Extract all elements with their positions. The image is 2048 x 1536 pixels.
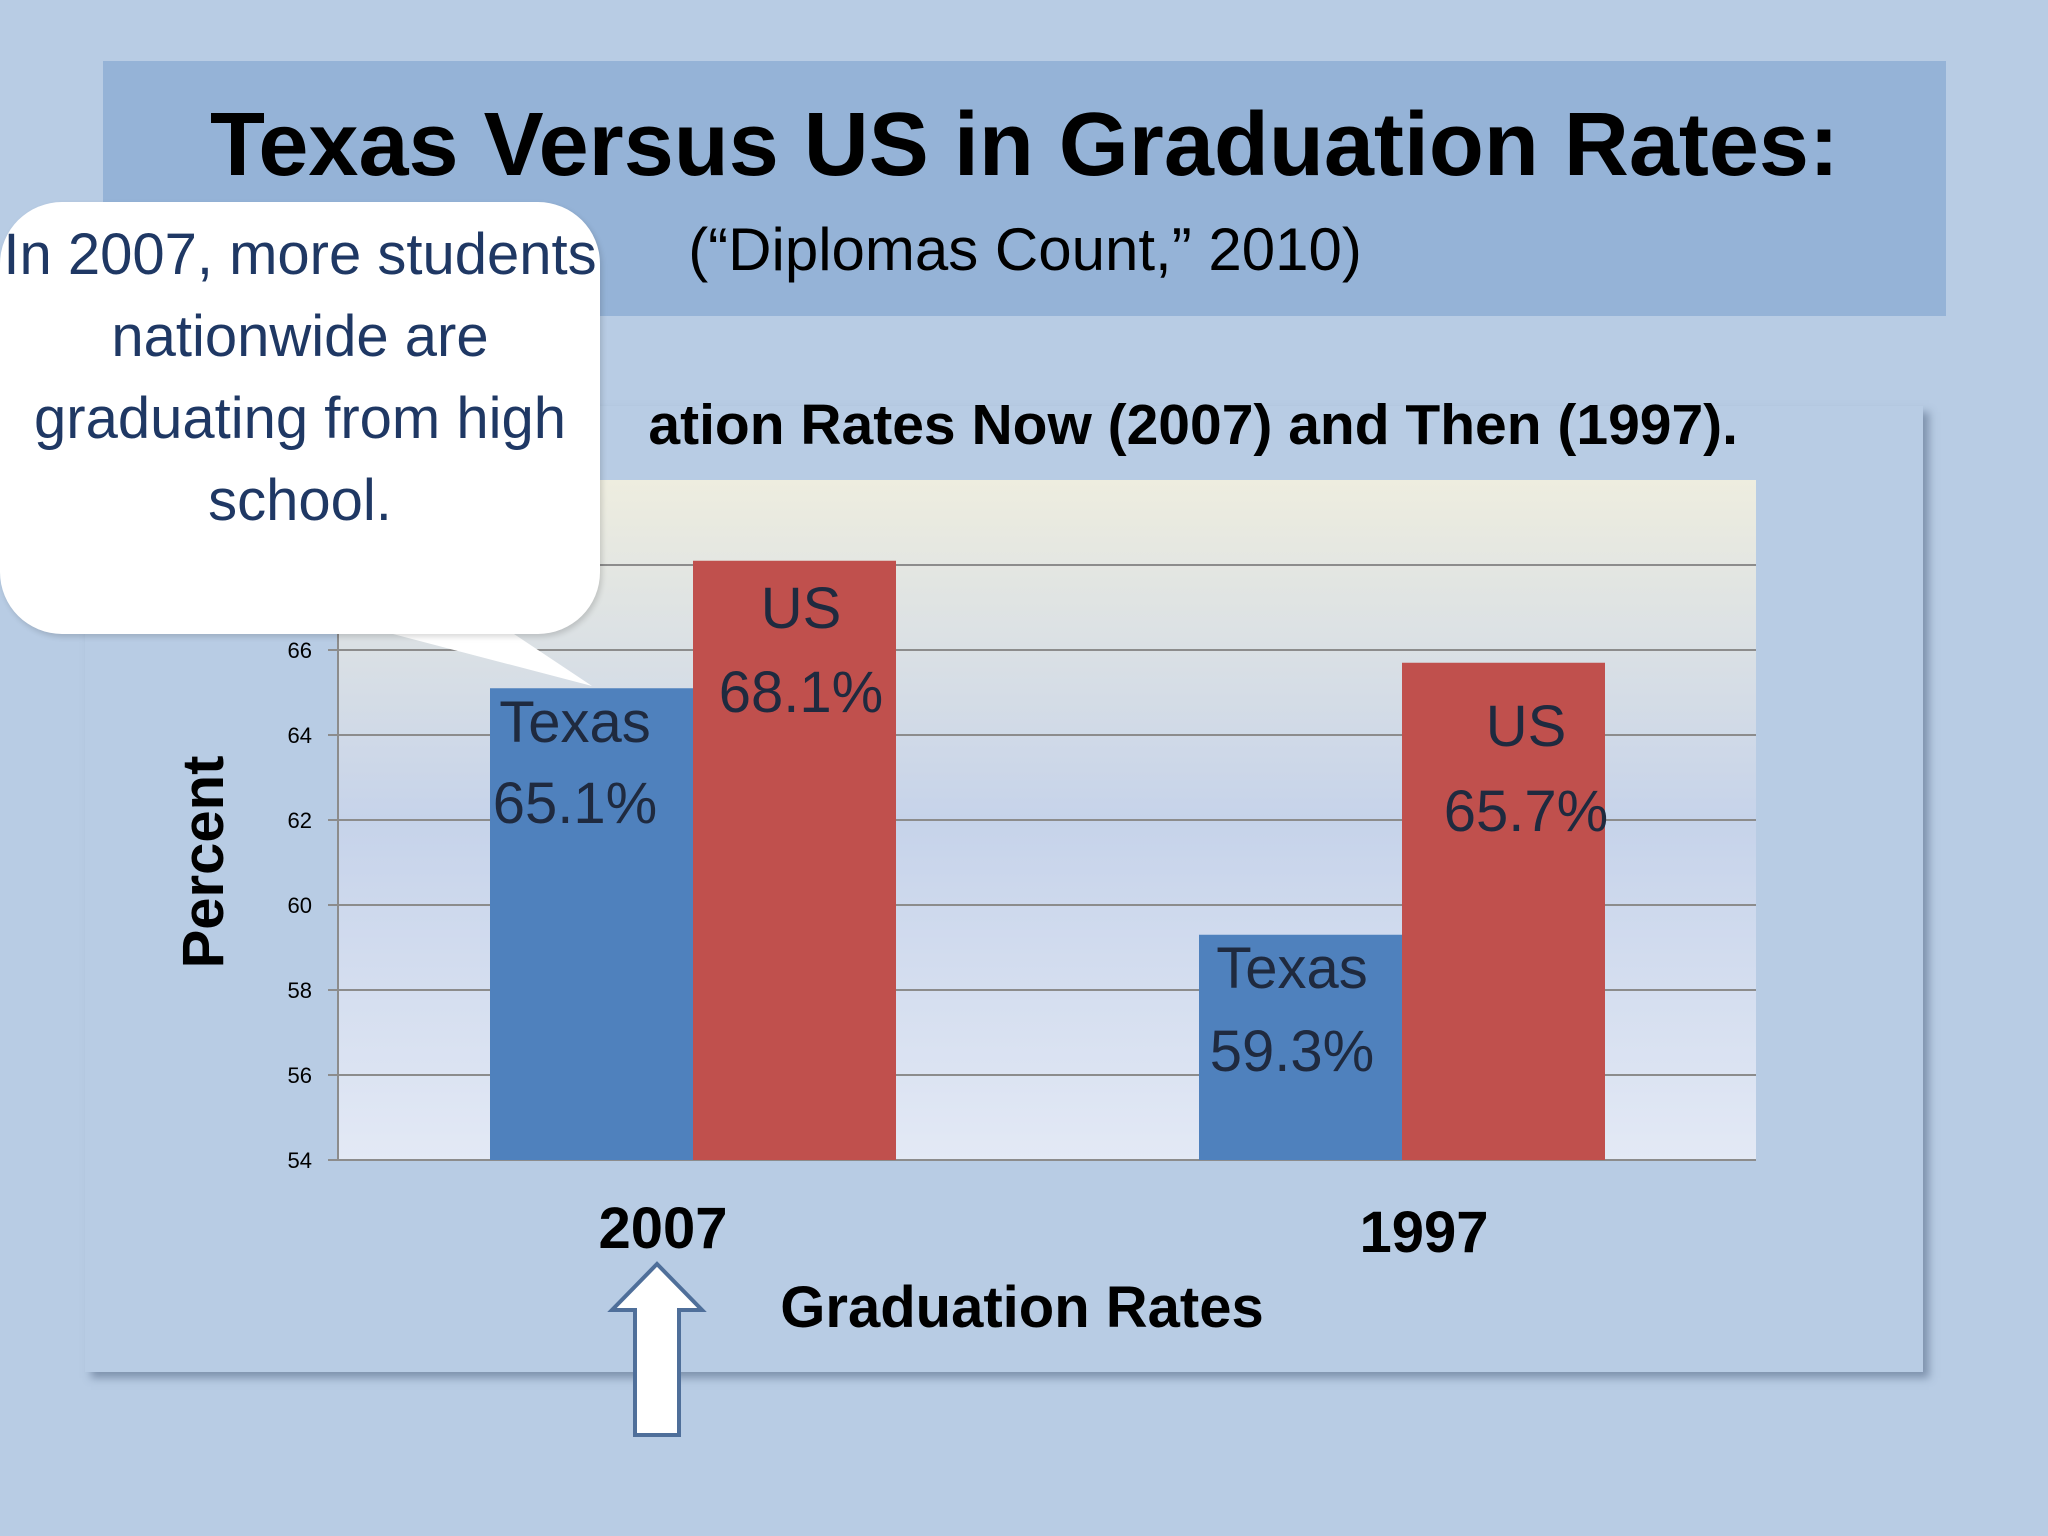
y-tick-label: 64 (288, 723, 312, 748)
up-arrow-icon (607, 1261, 707, 1437)
y-axis-title: Percent (171, 756, 236, 969)
bar-value-label: 59.3% (1210, 1019, 1374, 1084)
y-tick-label: 56 (288, 1063, 312, 1088)
bar-texas-1997 (1199, 934, 1402, 1160)
slide-subtitle: (“Diplomas Count,” 2010) (688, 216, 1362, 283)
bars (490, 560, 1605, 1160)
bar-texas-2007 (490, 688, 693, 1160)
bar-value-label: 65.7% (1444, 779, 1608, 844)
bar-series-label: US (761, 576, 842, 641)
bar-value-label: 68.1% (719, 660, 883, 725)
callout-bubble (0, 202, 600, 634)
bar-us-2007 (693, 560, 896, 1160)
y-ticks: 54 56 58 60 62 64 66 (288, 638, 312, 1173)
bar-series-label: Texas (499, 690, 651, 755)
slide-title: Texas Versus US in Graduation Rates: (210, 95, 1839, 195)
y-tick-label: 66 (288, 638, 312, 663)
y-tick-label: 62 (288, 808, 312, 833)
x-category-label: 2007 (598, 1196, 727, 1261)
y-tick-label: 58 (288, 978, 312, 1003)
bar-series-label: Texas (1216, 936, 1368, 1001)
bar-series-label: US (1486, 694, 1567, 759)
x-categories: 2007 1997 (598, 1196, 1488, 1265)
bar-us-1997 (1402, 662, 1605, 1160)
bar-labels: Texas 65.1% US 68.1% Texas 59.3% US 65.7% (493, 576, 1608, 1084)
x-axis-title: Graduation Rates (780, 1275, 1263, 1340)
chart-title: ation Rates Now (2007) and Then (1997). (648, 393, 1738, 457)
y-tick-label: 54 (288, 1148, 312, 1173)
callout-pointer (370, 628, 592, 686)
y-tick-label: 60 (288, 893, 312, 918)
bar-value-label: 65.1% (493, 771, 657, 836)
x-category-label: 1997 (1359, 1200, 1488, 1265)
callout-text: In 2007, more students nationwide are gr… (3, 222, 597, 533)
